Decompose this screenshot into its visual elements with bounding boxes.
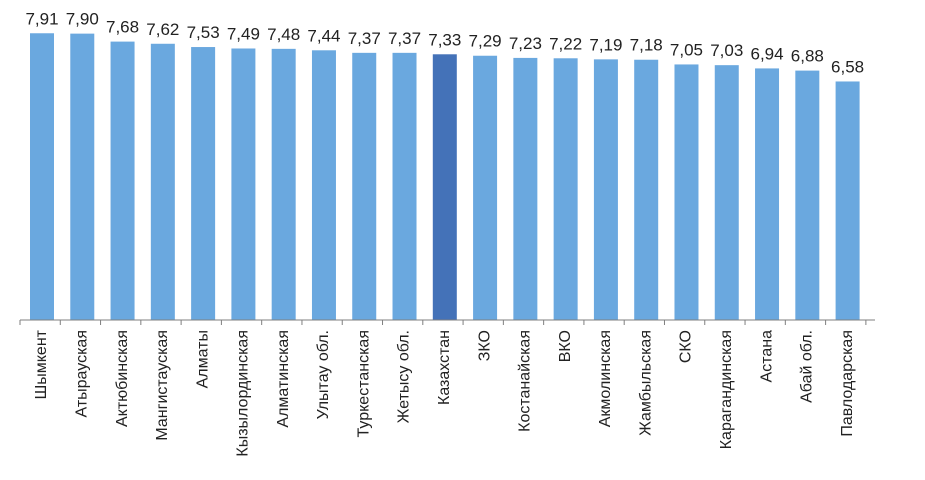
bar xyxy=(311,50,336,321)
value-label: 7,90 xyxy=(66,10,99,29)
value-label: 7,62 xyxy=(146,20,179,39)
value-label: 7,37 xyxy=(348,29,381,48)
value-label: 7,18 xyxy=(630,36,663,55)
value-label: 7,37 xyxy=(388,29,421,48)
bar xyxy=(392,52,417,321)
category-label: Казахстан xyxy=(436,330,453,405)
bar xyxy=(714,65,739,320)
bar-highlight xyxy=(432,54,457,320)
value-label: 7,91 xyxy=(25,9,58,28)
category-label: Абай обл. xyxy=(799,330,816,403)
category-label: Алматинская xyxy=(275,330,292,428)
bar xyxy=(513,57,538,320)
value-label: 7,49 xyxy=(227,24,260,43)
bar xyxy=(634,59,659,320)
category-label: Павлодарская xyxy=(839,330,856,437)
bar xyxy=(553,58,578,320)
value-label: 7,29 xyxy=(469,32,502,51)
category-label: Шымкент xyxy=(33,329,50,399)
value-label: 7,23 xyxy=(509,34,542,53)
category-label: ЗКО xyxy=(476,330,493,361)
value-label: 7,22 xyxy=(549,34,582,53)
value-label: 7,53 xyxy=(187,23,220,42)
value-label: 6,88 xyxy=(791,47,824,66)
value-label: 6,58 xyxy=(831,57,864,76)
value-label: 7,19 xyxy=(589,35,622,54)
category-label: Карагандинская xyxy=(718,330,735,449)
bar xyxy=(755,68,780,320)
bar xyxy=(795,70,820,320)
value-label: 7,44 xyxy=(307,26,340,45)
bar xyxy=(835,81,860,320)
bars-layer xyxy=(30,33,860,321)
value-label: 7,68 xyxy=(106,18,139,37)
category-label: Актюбинская xyxy=(114,330,131,427)
value-label: 7,48 xyxy=(267,25,300,44)
bar xyxy=(593,59,618,321)
value-label: 7,05 xyxy=(670,40,703,59)
value-label: 7,33 xyxy=(428,30,461,49)
bar xyxy=(352,52,377,321)
category-label: Жетысу обл. xyxy=(396,330,413,423)
category-label: Акмолинская xyxy=(597,330,614,427)
bar xyxy=(70,33,95,321)
bar xyxy=(231,48,256,321)
value-label: 6,94 xyxy=(750,44,783,63)
category-label: Костанайская xyxy=(517,330,534,432)
bar xyxy=(473,55,498,321)
bar xyxy=(271,48,296,320)
bar xyxy=(150,43,175,321)
category-label: Атырауская xyxy=(73,330,90,418)
category-label: Улытау обл. xyxy=(315,330,332,419)
category-labels-layer: Шымкент Атырауская Актюбинская Мангистауска… xyxy=(33,329,856,456)
value-labels-layer: 7,91 7,90 7,68 7,62 7,53 7,49 7,48 7,44 7,37 7,37… xyxy=(25,9,864,76)
category-label: Мангистауская xyxy=(154,330,171,441)
bar xyxy=(191,47,216,320)
category-label: Кызылординская xyxy=(235,330,252,457)
bar xyxy=(674,64,699,320)
category-label: Туркестанская xyxy=(355,330,372,437)
category-label: Астана xyxy=(758,330,775,383)
category-label: СКО xyxy=(678,330,695,363)
bar xyxy=(30,33,54,320)
bar xyxy=(110,41,135,320)
category-label: Алматы xyxy=(194,330,211,388)
value-label: 7,03 xyxy=(710,41,743,60)
x-axis xyxy=(19,319,875,325)
category-label: ВКО xyxy=(557,330,574,362)
category-label: Жамбыльская xyxy=(637,330,654,436)
